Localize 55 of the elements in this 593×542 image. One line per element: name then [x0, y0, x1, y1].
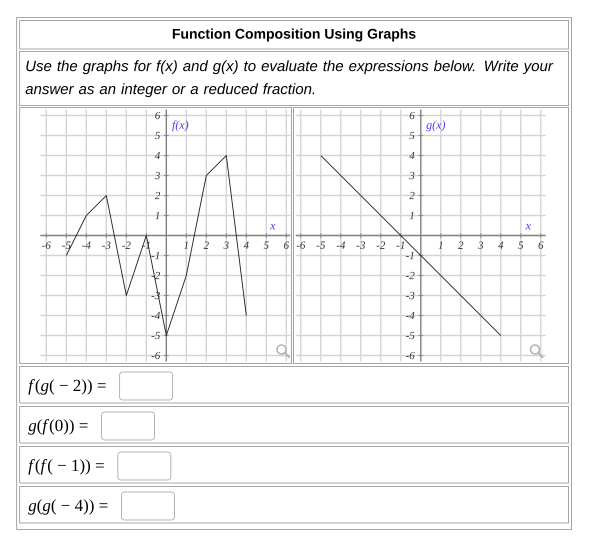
y-axis-title: g(x) [426, 120, 446, 132]
x-tick-label: 4 [244, 242, 249, 249]
x-tick-label: 6 [284, 242, 289, 249]
text: f(f( − 1)) = [28, 459, 104, 475]
x-tick-label: -5 [316, 242, 326, 249]
y-tick-label: -6 [406, 352, 415, 360]
x-tick-label: 5 [264, 242, 269, 249]
chart-subtitle: Use the graphs for f(x) and g(x) to evaluate the expressions below. Write your answer as an integer or a reduced fraction. [26, 60, 554, 98]
x-tick-label: -4 [82, 242, 91, 249]
y-tick-label: 4 [154, 152, 160, 160]
x-tick-label: 6 [538, 242, 544, 249]
x-tick-label: 2 [458, 242, 464, 249]
y-tick-label: 3 [154, 172, 160, 180]
x-tick-label: 4 [498, 242, 504, 249]
y-tick-label: 1 [155, 212, 160, 220]
y-tick-label: 2 [409, 192, 415, 200]
x-tick-label: -3 [102, 242, 110, 249]
y-tick-label: 1 [410, 212, 414, 220]
y-tick-label: -4 [152, 312, 160, 320]
y-tick-label: -5 [152, 332, 160, 340]
x-tick-label: -4 [336, 242, 346, 249]
x-tick-label: 3 [224, 242, 229, 249]
x-tick-label: -6 [42, 242, 51, 249]
x-axis-title: x [526, 224, 531, 230]
x-tick-label: 5 [518, 242, 524, 249]
y-tick-label: 3 [409, 172, 414, 180]
x-tick-label: 1 [184, 242, 188, 249]
y-tick-label: -1 [152, 252, 160, 260]
y-tick-label: -5 [406, 332, 414, 340]
y-tick-label: 6 [410, 112, 415, 120]
y-tick-label: -3 [406, 292, 414, 300]
y-tick-label: 2 [154, 192, 160, 200]
chart-title: Function Composition Using Graphs [172, 28, 416, 42]
x-axis-title: x [270, 224, 276, 230]
y-tick-label: 5 [409, 132, 414, 140]
y-tick-label: -1 [406, 252, 414, 260]
y-tick-label: 5 [154, 132, 160, 140]
x-tick-label: -2 [122, 242, 131, 249]
text: g(g( − 4)) = [28, 499, 108, 515]
text: f(g( − 2)) = [28, 379, 106, 395]
x-tick-label: 2 [204, 242, 209, 249]
x-tick-label: 1 [438, 242, 442, 249]
y-tick-label: 4 [409, 152, 415, 160]
y-tick-label: -6 [152, 352, 160, 360]
x-tick-label: -5 [62, 242, 71, 249]
x-tick-label: -2 [376, 242, 386, 249]
y-tick-label: -4 [406, 312, 415, 320]
x-tick-label: -1 [396, 242, 404, 249]
x-tick-label: -3 [356, 242, 365, 249]
y-axis-title: f(x) [172, 120, 188, 132]
y-tick-label: -2 [406, 272, 415, 280]
x-tick-label: -6 [296, 242, 306, 249]
x-tick-label: 3 [478, 242, 484, 249]
y-tick-label: 6 [155, 112, 160, 120]
text: g(f(0)) = [28, 419, 88, 435]
